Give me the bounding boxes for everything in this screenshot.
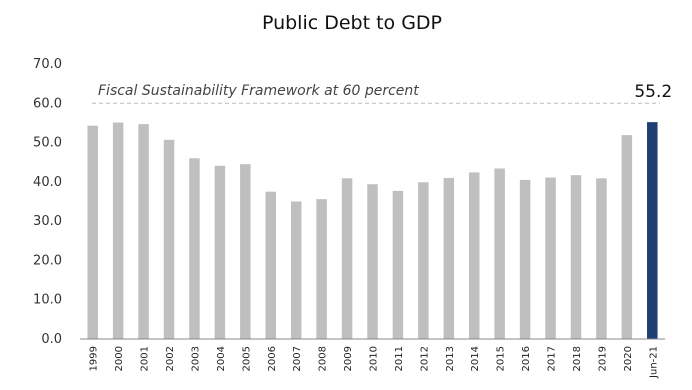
bar-2008: [316, 199, 327, 339]
y-tick-label: 70.0: [33, 57, 62, 72]
y-tick-label: 40.0: [33, 175, 62, 190]
bar-2016: [519, 179, 531, 339]
x-tick-label: 2013: [445, 346, 456, 371]
bar-2013: [443, 177, 455, 339]
bar-1999: [87, 125, 98, 340]
y-tick-label: 60.0: [33, 96, 62, 111]
bar-2003: [189, 158, 200, 339]
bar-2020: [621, 135, 633, 339]
y-tick-label: 30.0: [33, 214, 62, 229]
x-tick-label: 2018: [572, 346, 583, 371]
bar-2015: [494, 168, 505, 339]
x-tick-label: 2004: [216, 346, 227, 371]
reference-line-label: Fiscal Sustainability Framework at 60 pe…: [98, 83, 419, 99]
x-tick-label: 2017: [547, 346, 558, 371]
bar-2019: [596, 178, 607, 339]
x-tick-label: 2016: [521, 346, 532, 371]
x-tick-label: 2019: [597, 346, 608, 371]
x-tick-label: Jun-21: [648, 346, 659, 379]
bar-2012: [418, 182, 429, 339]
x-tick-label: 2015: [496, 346, 507, 371]
x-tick-label: 2014: [470, 346, 481, 371]
bar-2001: [138, 124, 149, 339]
bar-2005: [240, 164, 251, 339]
data-label-jun-21: 55.2: [634, 82, 672, 102]
bar-2006: [265, 191, 277, 339]
x-tick-label: 2010: [369, 346, 380, 371]
bar-2000: [112, 122, 124, 339]
bar-2011: [392, 190, 404, 339]
x-tick-label: 2008: [318, 346, 329, 371]
bar-2007: [290, 201, 302, 339]
x-tick-label: 2009: [343, 346, 354, 371]
bar-2009: [341, 178, 353, 339]
y-tick-label: 20.0: [33, 253, 62, 268]
bar-2002: [163, 139, 175, 339]
x-tick-label: 2003: [190, 346, 201, 371]
x-tick-label: 2005: [241, 346, 252, 371]
bars: [87, 122, 658, 340]
x-tick-label: 2011: [394, 346, 405, 371]
x-tick-label: 2002: [165, 346, 176, 371]
bar-2017: [545, 177, 556, 339]
x-axis-ticks: 1999 2000 2001 2002 2003 2004 2005 2006 2007 2008…: [89, 346, 660, 379]
y-tick-label: 50.0: [33, 136, 62, 151]
y-tick-label: 10.0: [33, 293, 62, 308]
x-tick-label: 2006: [267, 346, 278, 371]
x-tick-label: 2001: [140, 346, 151, 371]
x-tick-label: 2000: [114, 346, 125, 371]
bar-jun-21: [647, 122, 658, 339]
chart-title: Public Debt to GDP: [262, 12, 442, 34]
x-tick-label: 2020: [623, 346, 634, 371]
x-tick-label: 2007: [292, 346, 303, 371]
y-axis-ticks: 0.0 10.0 20.0 30.0 40.0 50.0 60.0 70.0: [33, 57, 62, 347]
bar-2014: [468, 172, 480, 339]
data-labels: 55.2: [634, 82, 672, 102]
bar-2018: [570, 175, 582, 339]
x-tick-label: 2012: [419, 346, 430, 371]
x-tick-label: 1999: [89, 346, 100, 371]
bar-2010: [367, 184, 378, 339]
bar-2004: [214, 165, 226, 339]
y-tick-label: 0.0: [41, 332, 62, 347]
